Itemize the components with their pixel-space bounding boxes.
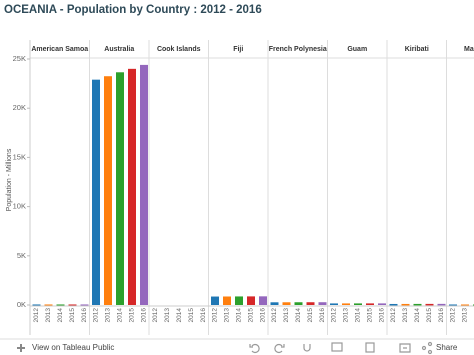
x-tick-label: 2016 bbox=[438, 308, 445, 323]
plot: American Samoa 2012 2013 2014 2015 2016 Austra… bbox=[31, 40, 474, 335]
x-tick-label: 2012 bbox=[212, 308, 219, 323]
chart-title: OCEANIA - Population by Country : 2012 -… bbox=[4, 4, 262, 16]
bar bbox=[68, 304, 77, 306]
y-axis-label: Population - Millions bbox=[6, 148, 13, 211]
x-tick-label: 2014 bbox=[117, 308, 124, 323]
bar bbox=[211, 296, 219, 305]
x-tick-label: 2016 bbox=[379, 308, 386, 323]
x-tick-label: 2016 bbox=[200, 308, 207, 323]
x-tick-label: 2014 bbox=[176, 308, 183, 323]
bar bbox=[389, 303, 398, 306]
x-tick-label: 2016 bbox=[260, 308, 267, 323]
view-link[interactable]: View on Tableau Public bbox=[32, 343, 114, 352]
bar bbox=[342, 303, 350, 305]
bar bbox=[270, 302, 279, 305]
x-tick-label: 2015 bbox=[69, 308, 76, 323]
bar bbox=[354, 303, 362, 305]
y-tick-label: 25K bbox=[13, 54, 26, 63]
bar bbox=[140, 64, 148, 306]
x-tick-label: 2013 bbox=[224, 308, 231, 323]
bar bbox=[44, 304, 53, 306]
share-button[interactable]: Share bbox=[436, 343, 458, 352]
bar bbox=[437, 303, 446, 306]
x-tick-label: 2012 bbox=[331, 308, 338, 323]
x-tick-label: 2013 bbox=[343, 308, 350, 323]
y-tick-label: 5K bbox=[17, 251, 26, 260]
panel-header: Guam bbox=[347, 46, 367, 53]
bar bbox=[104, 76, 112, 305]
bar bbox=[32, 304, 41, 306]
bar bbox=[80, 304, 89, 306]
x-tick-label: 2014 bbox=[236, 308, 243, 323]
x-tick-label: 2014 bbox=[414, 308, 421, 323]
bar bbox=[128, 68, 136, 305]
x-tick-label: 2014 bbox=[355, 308, 362, 323]
bar bbox=[306, 302, 315, 305]
y-tick-label: 15K bbox=[13, 152, 26, 161]
bar bbox=[425, 303, 434, 306]
x-tick-label: 2013 bbox=[45, 308, 52, 323]
toolbar-icons[interactable] bbox=[249, 341, 433, 355]
x-tick-label: 2015 bbox=[188, 308, 195, 323]
x-tick-label: 2015 bbox=[367, 308, 374, 323]
x-tick-label: 2015 bbox=[426, 308, 433, 323]
bar bbox=[235, 296, 243, 305]
bar bbox=[56, 304, 65, 306]
bar bbox=[449, 304, 457, 306]
x-tick-label: 2014 bbox=[295, 308, 302, 323]
x-tick-label: 2012 bbox=[93, 308, 100, 323]
y-tick-label: 0K bbox=[17, 300, 26, 309]
x-tick-label: 2015 bbox=[129, 308, 136, 323]
x-tick-label: 2013 bbox=[402, 308, 409, 323]
bar bbox=[247, 296, 255, 305]
x-tick-label: 2013 bbox=[283, 308, 290, 323]
bar bbox=[461, 304, 469, 306]
x-tick-label: 2015 bbox=[248, 308, 255, 323]
bar bbox=[401, 303, 410, 306]
x-tick-label: 2012 bbox=[152, 308, 159, 323]
bar bbox=[378, 303, 386, 305]
x-tick-label: 2016 bbox=[319, 308, 326, 323]
x-tick-label: 2013 bbox=[462, 308, 469, 323]
x-tick-label: 2013 bbox=[164, 308, 171, 323]
panel-header: French Polynesia bbox=[269, 46, 327, 53]
bar bbox=[116, 72, 124, 305]
x-tick-label: 2012 bbox=[33, 308, 40, 323]
panel-header: Marsha bbox=[464, 46, 474, 53]
y-tick-label: 20K bbox=[13, 103, 26, 112]
x-tick-label: 2016 bbox=[141, 308, 148, 323]
bar bbox=[318, 302, 327, 305]
x-tick-label: 2012 bbox=[450, 308, 457, 323]
x-tick-label: 2012 bbox=[271, 308, 278, 323]
bar bbox=[294, 302, 303, 305]
bar bbox=[223, 296, 231, 305]
bar bbox=[413, 303, 422, 306]
bar bbox=[92, 79, 100, 305]
x-tick-label: 2016 bbox=[81, 308, 88, 323]
bar bbox=[282, 302, 291, 305]
x-tick-label: 2012 bbox=[390, 308, 397, 323]
panel-header: Kiribati bbox=[405, 46, 429, 53]
bar bbox=[259, 296, 267, 305]
bar bbox=[366, 303, 374, 305]
panel-header: American Samoa bbox=[31, 46, 88, 53]
panel-header: Australia bbox=[104, 46, 134, 53]
x-tick-label: 2015 bbox=[307, 308, 314, 323]
y-tick-label: 10K bbox=[13, 202, 26, 211]
tableau-icon[interactable] bbox=[17, 344, 25, 352]
panel-header: Fiji bbox=[233, 46, 243, 53]
bar bbox=[330, 303, 338, 305]
x-tick-label: 2013 bbox=[105, 308, 112, 323]
x-tick-label: 2014 bbox=[57, 308, 64, 323]
panel-header: Cook Islands bbox=[157, 46, 201, 53]
